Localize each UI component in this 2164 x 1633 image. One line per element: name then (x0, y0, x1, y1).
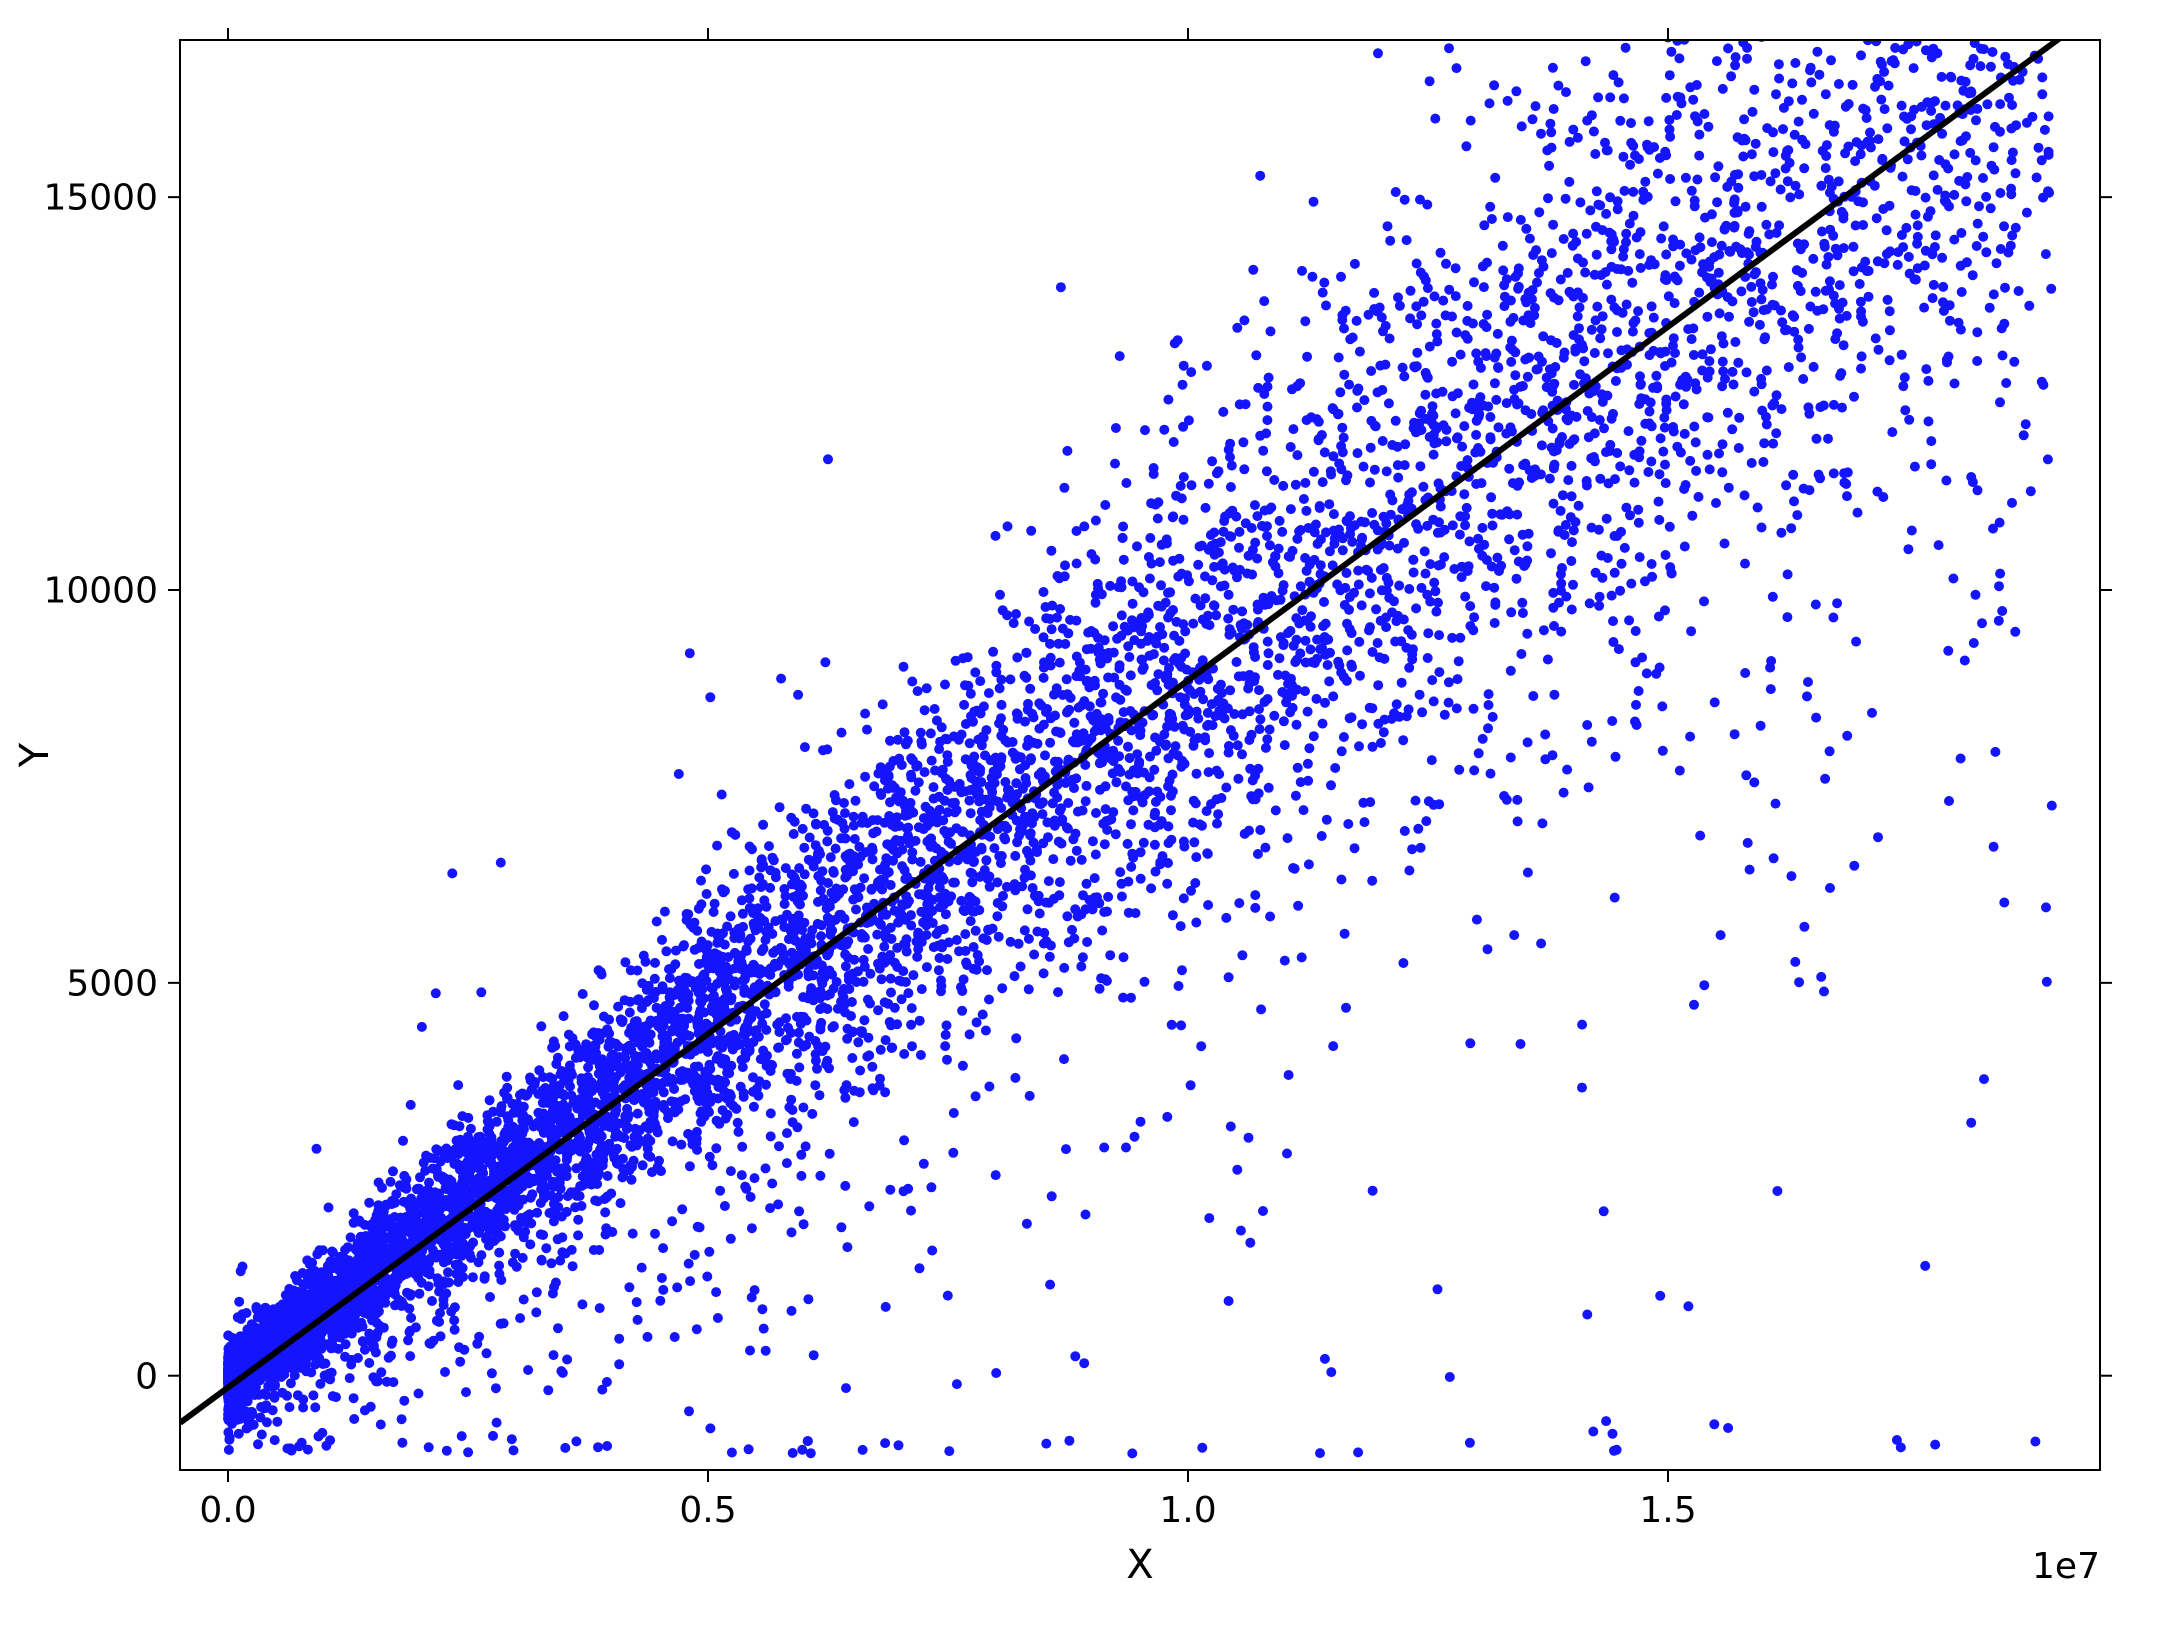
x-axis-offset-text: 1e7 (2032, 1546, 2100, 1587)
x-axis-label: X (1126, 1542, 1153, 1588)
x-tick-label: 0.5 (679, 1490, 736, 1531)
x-tick-label: 1.5 (1639, 1490, 1696, 1531)
scatter-chart: 0.0 0.5 1.0 1.5 0 5000 10000 15000 X Y 1e7 (0, 0, 2164, 1633)
y-tick-label: 15000 (43, 178, 158, 219)
y-tick-label: 10000 (43, 571, 158, 612)
x-tick-label: 0.0 (199, 1490, 256, 1531)
y-tick-label: 0 (135, 1356, 158, 1397)
y-axis-label: Y (12, 742, 58, 768)
y-tick-label: 5000 (66, 963, 158, 1004)
chart-container: 0.0 0.5 1.0 1.5 0 5000 10000 15000 X Y 1e7 (0, 0, 2164, 1633)
x-tick-label: 1.0 (1159, 1490, 1216, 1531)
